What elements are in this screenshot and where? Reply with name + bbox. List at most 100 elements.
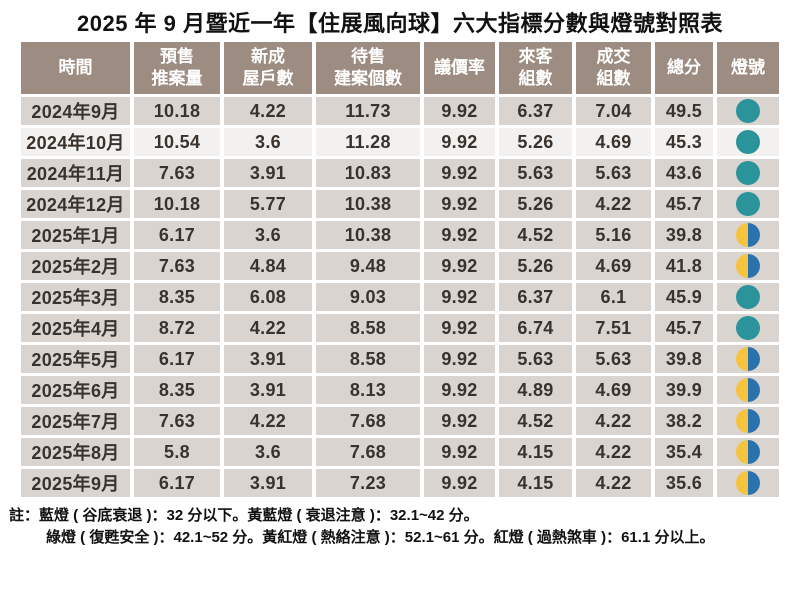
time-cell: 2025年4月 bbox=[21, 314, 130, 342]
value-cell: 4.22 bbox=[576, 407, 651, 435]
value-cell: 7.63 bbox=[134, 407, 220, 435]
value-cell: 8.35 bbox=[134, 376, 220, 404]
value-cell: 9.92 bbox=[424, 438, 495, 466]
value-cell: 4.22 bbox=[224, 97, 312, 125]
value-cell: 7.51 bbox=[576, 314, 651, 342]
time-cell: 2025年3月 bbox=[21, 283, 130, 311]
column-header: 來客 組數 bbox=[499, 42, 572, 94]
value-cell: 4.22 bbox=[224, 314, 312, 342]
yellow-blue-light-icon bbox=[736, 223, 760, 247]
time-cell: 2025年6月 bbox=[21, 376, 130, 404]
time-cell: 2024年10月 bbox=[21, 128, 130, 156]
value-cell: 9.92 bbox=[424, 376, 495, 404]
yellow-blue-light-icon bbox=[736, 471, 760, 495]
value-cell: 35.6 bbox=[655, 469, 713, 497]
value-cell: 5.26 bbox=[499, 252, 572, 280]
value-cell: 11.28 bbox=[316, 128, 420, 156]
value-cell: 3.91 bbox=[224, 376, 312, 404]
light-cell bbox=[717, 128, 779, 156]
yellow-blue-light-icon bbox=[736, 347, 760, 371]
value-cell: 10.83 bbox=[316, 159, 420, 187]
value-cell: 9.48 bbox=[316, 252, 420, 280]
table-row: 2025年2月 7.63 4.84 9.48 9.92 5.26 4.69 41.8 bbox=[21, 252, 779, 280]
value-cell: 6.08 bbox=[224, 283, 312, 311]
yellow-blue-light-icon bbox=[736, 440, 760, 464]
value-cell: 39.8 bbox=[655, 221, 713, 249]
value-cell: 9.92 bbox=[424, 221, 495, 249]
time-cell: 2024年9月 bbox=[21, 97, 130, 125]
value-cell: 38.2 bbox=[655, 407, 713, 435]
value-cell: 9.92 bbox=[424, 469, 495, 497]
value-cell: 10.38 bbox=[316, 221, 420, 249]
value-cell: 9.92 bbox=[424, 252, 495, 280]
value-cell: 9.92 bbox=[424, 283, 495, 311]
value-cell: 6.37 bbox=[499, 283, 572, 311]
table-row: 2025年5月 6.17 3.91 8.58 9.92 5.63 5.63 39.8 bbox=[21, 345, 779, 373]
value-cell: 5.63 bbox=[499, 345, 572, 373]
light-cell bbox=[717, 469, 779, 497]
value-cell: 9.92 bbox=[424, 159, 495, 187]
table-row: 2024年9月 10.18 4.22 11.73 9.92 6.37 7.04 49.5 bbox=[21, 97, 779, 125]
value-cell: 5.77 bbox=[224, 190, 312, 218]
value-cell: 8.13 bbox=[316, 376, 420, 404]
light-cell bbox=[717, 190, 779, 218]
value-cell: 5.63 bbox=[576, 159, 651, 187]
value-cell: 10.18 bbox=[134, 97, 220, 125]
indicator-score-table: 時間 預售 推案量 新成 屋戶數 待售 建案個數 議價率 來客 組數 成交 組數 總分 燈號 2024年9… bbox=[17, 39, 783, 500]
light-cell bbox=[717, 252, 779, 280]
page-title: 2025 年 9 月暨近一年【住展風向球】六大指標分數與燈號對照表 bbox=[76, 11, 723, 36]
light-cell bbox=[717, 221, 779, 249]
value-cell: 45.7 bbox=[655, 314, 713, 342]
value-cell: 5.26 bbox=[499, 128, 572, 156]
value-cell: 6.1 bbox=[576, 283, 651, 311]
footnotes: 註：藍燈 ( 谷底衰退 )：32 分以下。黃藍燈 ( 衰退注意 )：32.1~4… bbox=[9, 505, 800, 549]
green-light-icon bbox=[736, 285, 760, 309]
green-light-icon bbox=[736, 161, 760, 185]
time-cell: 2025年9月 bbox=[21, 469, 130, 497]
value-cell: 43.6 bbox=[655, 159, 713, 187]
time-cell: 2024年11月 bbox=[21, 159, 130, 187]
value-cell: 11.73 bbox=[316, 97, 420, 125]
value-cell: 4.22 bbox=[576, 190, 651, 218]
value-cell: 9.92 bbox=[424, 128, 495, 156]
value-cell: 3.91 bbox=[224, 159, 312, 187]
table-row: 2025年1月 6.17 3.6 10.38 9.92 4.52 5.16 39.8 bbox=[21, 221, 779, 249]
column-header: 成交 組數 bbox=[576, 42, 651, 94]
value-cell: 41.8 bbox=[655, 252, 713, 280]
light-cell bbox=[717, 376, 779, 404]
light-cell bbox=[717, 159, 779, 187]
column-header: 時間 bbox=[21, 42, 130, 94]
value-cell: 4.22 bbox=[576, 438, 651, 466]
value-cell: 5.63 bbox=[499, 159, 572, 187]
column-header: 待售 建案個數 bbox=[316, 42, 420, 94]
value-cell: 9.92 bbox=[424, 97, 495, 125]
value-cell: 7.68 bbox=[316, 407, 420, 435]
table-body: 2024年9月 10.18 4.22 11.73 9.92 6.37 7.04 49.5 202… bbox=[21, 97, 779, 497]
value-cell: 39.8 bbox=[655, 345, 713, 373]
value-cell: 6.17 bbox=[134, 469, 220, 497]
value-cell: 39.9 bbox=[655, 376, 713, 404]
value-cell: 6.17 bbox=[134, 221, 220, 249]
table-row: 2025年4月 8.72 4.22 8.58 9.92 6.74 7.51 45.7 bbox=[21, 314, 779, 342]
value-cell: 7.63 bbox=[134, 159, 220, 187]
value-cell: 7.68 bbox=[316, 438, 420, 466]
value-cell: 8.58 bbox=[316, 345, 420, 373]
column-header: 議價率 bbox=[424, 42, 495, 94]
light-cell bbox=[717, 97, 779, 125]
time-cell: 2025年1月 bbox=[21, 221, 130, 249]
time-cell: 2025年2月 bbox=[21, 252, 130, 280]
value-cell: 45.3 bbox=[655, 128, 713, 156]
green-light-icon bbox=[736, 192, 760, 216]
light-cell bbox=[717, 438, 779, 466]
light-cell bbox=[717, 345, 779, 373]
table-row: 2025年8月 5.8 3.6 7.68 9.92 4.15 4.22 35.4 bbox=[21, 438, 779, 466]
value-cell: 7.23 bbox=[316, 469, 420, 497]
value-cell: 7.63 bbox=[134, 252, 220, 280]
column-header: 總分 bbox=[655, 42, 713, 94]
value-cell: 4.89 bbox=[499, 376, 572, 404]
value-cell: 45.7 bbox=[655, 190, 713, 218]
value-cell: 10.38 bbox=[316, 190, 420, 218]
value-cell: 3.91 bbox=[224, 345, 312, 373]
value-cell: 7.04 bbox=[576, 97, 651, 125]
